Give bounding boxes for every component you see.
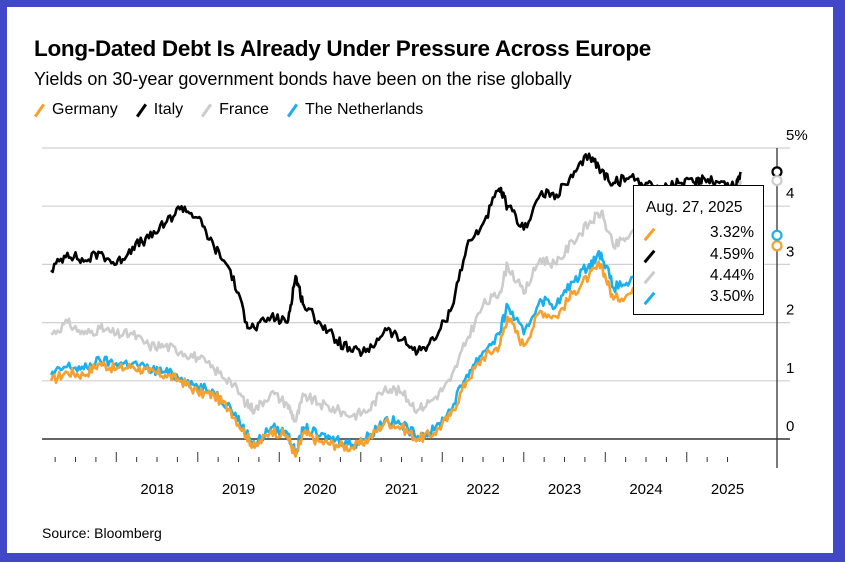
tooltip-value: 3.32% bbox=[710, 224, 754, 241]
y-tick-label: 0 bbox=[786, 418, 794, 435]
tooltip-date: Aug. 27, 2025 bbox=[646, 199, 743, 216]
x-tick-label: 2022 bbox=[466, 481, 499, 498]
y-tick-label: 1 bbox=[786, 360, 794, 377]
legend: Germany Italy France The Netherlands bbox=[34, 101, 423, 119]
germany-swatch-icon bbox=[643, 227, 656, 242]
chart-subtitle: Yields on 30-year government bonds have … bbox=[34, 69, 572, 89]
x-tick-label: 2021 bbox=[385, 481, 418, 498]
x-tick-label: 2019 bbox=[222, 481, 255, 498]
x-tick-label: 2024 bbox=[629, 481, 662, 498]
tooltip-value: 4.44% bbox=[710, 267, 754, 284]
x-tick-label: 2023 bbox=[548, 481, 581, 498]
end-marker-germany[interactable] bbox=[771, 240, 783, 252]
tooltip-row-germany: 3.32% bbox=[643, 224, 754, 244]
legend-item-italy[interactable]: Italy bbox=[136, 101, 183, 119]
y-tick-label: 3 bbox=[786, 243, 794, 260]
x-tick-label: 2025 bbox=[711, 481, 744, 498]
legend-label: Germany bbox=[52, 101, 118, 118]
series-line-italy[interactable] bbox=[50, 152, 742, 358]
source-note: Source: Bloomberg bbox=[42, 525, 162, 541]
y-tick-label: 4 bbox=[786, 185, 794, 202]
x-tick-label: 2018 bbox=[140, 481, 173, 498]
legend-item-the-netherlands[interactable]: The Netherlands bbox=[287, 101, 423, 119]
y-tick-label: 5% bbox=[786, 127, 808, 144]
legend-item-germany[interactable]: Germany bbox=[34, 101, 118, 119]
end-marker-france[interactable] bbox=[771, 174, 783, 187]
x-tick-label: 2020 bbox=[303, 481, 336, 498]
end-marker-the-netherlands[interactable] bbox=[771, 229, 783, 241]
france-swatch-icon bbox=[643, 270, 656, 285]
tooltip-value: 3.50% bbox=[710, 288, 754, 305]
tooltip-row-italy: 4.59% bbox=[643, 246, 754, 266]
legend-label: Italy bbox=[153, 101, 184, 118]
legend-label: The Netherlands bbox=[304, 101, 424, 118]
tooltip-value: 4.59% bbox=[710, 246, 754, 263]
tooltip-row-netherlands: 3.50% bbox=[643, 288, 754, 308]
tooltip-row-france: 4.44% bbox=[643, 267, 754, 287]
italy-swatch-icon bbox=[643, 249, 656, 264]
legend-label: France bbox=[219, 101, 269, 118]
tooltip: Aug. 27, 2025 3.32% 4.59% 4.44% 3.50% bbox=[633, 185, 764, 315]
netherlands-swatch-icon bbox=[643, 291, 656, 306]
y-tick-label: 2 bbox=[786, 302, 794, 319]
legend-item-france[interactable]: France bbox=[201, 101, 269, 119]
chart-title: Long-Dated Debt Is Already Under Pressur… bbox=[34, 36, 651, 61]
